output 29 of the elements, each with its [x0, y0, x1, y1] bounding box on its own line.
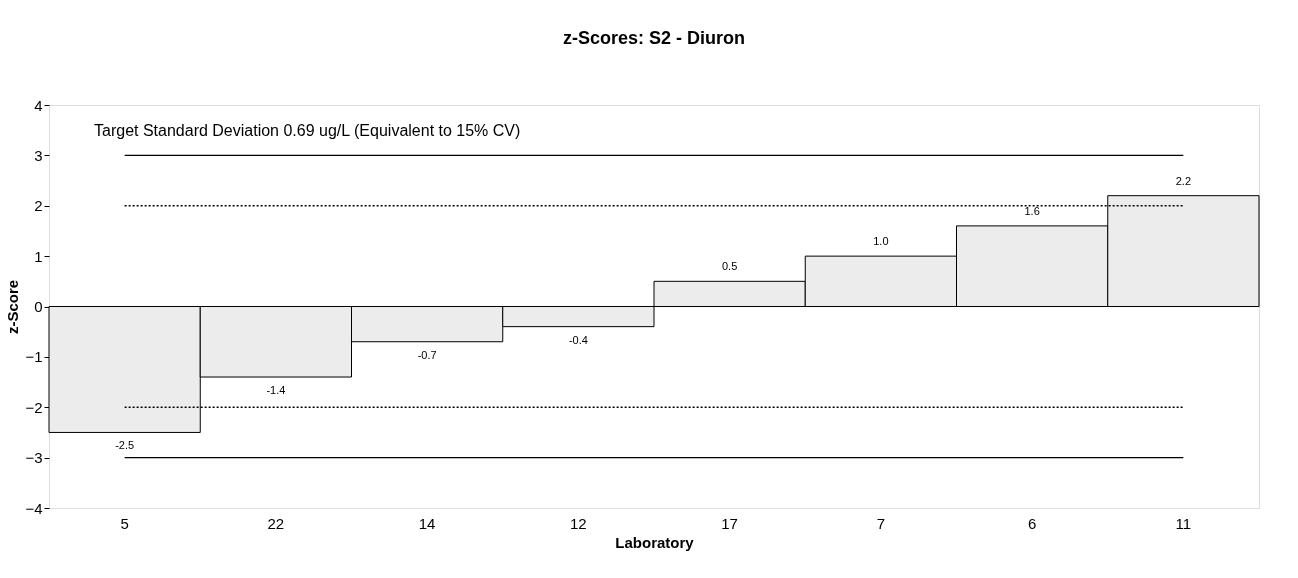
data-label: -1.4: [266, 384, 286, 397]
data-label: -0.7: [417, 348, 437, 361]
y-tick-label: −1: [25, 348, 43, 366]
data-label: 1.0: [873, 235, 889, 248]
y-tick-label: −3: [25, 449, 43, 467]
annotation: Target Standard Deviation 0.69 ug/L (Equivalent to 15% CV): [94, 122, 521, 139]
y-tick-label: 2: [34, 197, 43, 215]
data-label: 1.6: [1024, 204, 1040, 217]
y-tick-label: 1: [34, 247, 43, 265]
x-tick-label: 17: [721, 514, 738, 532]
chart-title: z-Scores: S2 - Diuron: [562, 28, 746, 48]
data-label: -2.5: [115, 439, 135, 452]
x-tick-label: 11: [1175, 514, 1192, 532]
y-axis-title: z-Score: [4, 279, 22, 335]
x-tick-label: 12: [570, 514, 587, 532]
y-tick-label: −2: [25, 398, 43, 416]
data-label: 2.2: [1175, 174, 1192, 187]
y-tick-label: 0: [34, 298, 43, 315]
x-tick-label: 22: [267, 514, 285, 532]
x-axis-title: Laboratory: [615, 533, 695, 551]
data-label: 0.5: [721, 260, 738, 273]
x-tick-label: 6: [1027, 514, 1037, 532]
data-label: -0.4: [568, 333, 588, 346]
y-tick-label: 3: [34, 146, 43, 164]
y-tick-label: −4: [25, 499, 43, 517]
x-tick-label: 14: [418, 514, 436, 532]
x-tick-label: 5: [120, 514, 129, 532]
y-tick-label: 4: [34, 96, 43, 114]
x-tick-label: 7: [876, 514, 886, 532]
